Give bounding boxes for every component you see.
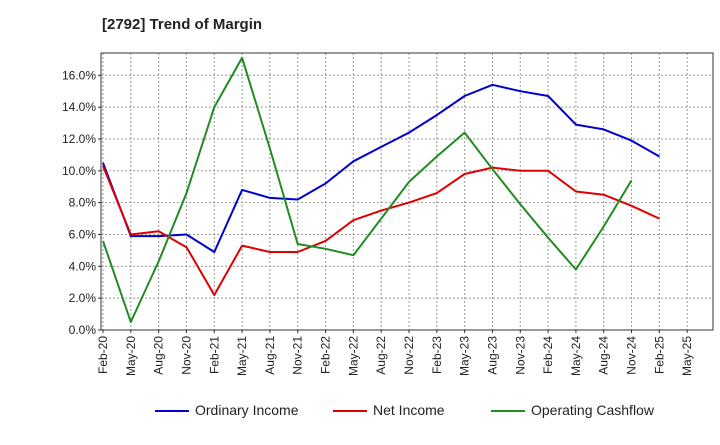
y-tick-label: 8.0%: [69, 196, 97, 210]
x-tick-label: Feb-21: [207, 336, 221, 374]
series-line-net-income: [102, 165, 660, 296]
series-line-ordinary-income: [102, 83, 660, 253]
x-tick-label: Feb-25: [652, 336, 666, 374]
chart-title: [2792] Trend of Margin: [102, 16, 263, 33]
plot-frame: [100, 52, 714, 331]
x-tick-label: Aug-24: [597, 336, 611, 375]
series-line-operating-cashflow: [102, 56, 633, 323]
x-tick-label: May-20: [124, 336, 138, 376]
x-tick-label: Feb-24: [541, 336, 555, 374]
legend-label: Net Income: [373, 402, 445, 418]
y-tick-label: 0.0%: [69, 323, 97, 337]
x-tick-label: May-22: [346, 336, 360, 376]
y-tick-label: 4.0%: [69, 259, 97, 273]
x-tick-label: Feb-20: [96, 336, 110, 374]
x-tick-label: Aug-22: [374, 336, 388, 375]
legend-label: Operating Cashflow: [531, 402, 655, 418]
x-tick-label: May-25: [680, 336, 694, 376]
x-tick-label: May-24: [569, 336, 583, 376]
x-tick-label: Nov-21: [291, 336, 305, 375]
x-tick-label: May-21: [235, 336, 249, 376]
y-tick-label: 16.0%: [62, 68, 96, 82]
y-tick-label: 6.0%: [69, 227, 97, 241]
y-tick-label: 14.0%: [62, 100, 96, 114]
x-tick-label: Nov-20: [179, 336, 193, 375]
x-tick-label: Nov-23: [513, 336, 527, 375]
y-tick-label: 2.0%: [69, 291, 97, 305]
x-tick-label: May-23: [458, 336, 472, 376]
y-tick-label: 10.0%: [62, 164, 96, 178]
x-tick-label: Feb-23: [430, 336, 444, 374]
x-tick-label: Aug-23: [485, 336, 499, 375]
x-tick-label: Aug-20: [152, 336, 166, 375]
x-tick-label: Nov-22: [402, 336, 416, 375]
x-tick-label: Feb-22: [319, 336, 333, 374]
x-tick-label: Nov-24: [625, 336, 639, 375]
y-tick-label: 12.0%: [62, 132, 96, 146]
x-tick-label: Aug-21: [263, 336, 277, 375]
legend-label: Ordinary Income: [195, 402, 299, 418]
